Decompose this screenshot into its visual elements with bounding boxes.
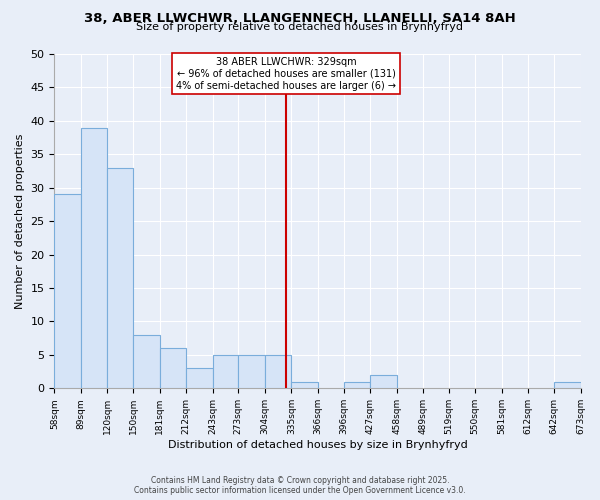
Bar bbox=[186, 368, 212, 388]
Bar bbox=[554, 382, 581, 388]
Bar bbox=[370, 375, 397, 388]
Bar bbox=[107, 168, 133, 388]
Text: Size of property relative to detached houses in Brynhyfryd: Size of property relative to detached ho… bbox=[137, 22, 464, 32]
Bar bbox=[292, 382, 318, 388]
Bar bbox=[81, 128, 107, 388]
Bar bbox=[344, 382, 370, 388]
X-axis label: Distribution of detached houses by size in Brynhyfryd: Distribution of detached houses by size … bbox=[167, 440, 467, 450]
Text: 38 ABER LLWCHWR: 329sqm
← 96% of detached houses are smaller (131)
4% of semi-de: 38 ABER LLWCHWR: 329sqm ← 96% of detache… bbox=[176, 58, 396, 90]
Text: 38, ABER LLWCHWR, LLANGENNECH, LLANELLI, SA14 8AH: 38, ABER LLWCHWR, LLANGENNECH, LLANELLI,… bbox=[84, 12, 516, 26]
Bar bbox=[55, 194, 81, 388]
Bar bbox=[212, 355, 238, 388]
Text: Contains HM Land Registry data © Crown copyright and database right 2025.
Contai: Contains HM Land Registry data © Crown c… bbox=[134, 476, 466, 495]
Bar bbox=[133, 335, 160, 388]
Bar bbox=[265, 355, 292, 388]
Y-axis label: Number of detached properties: Number of detached properties bbox=[15, 134, 25, 309]
Bar bbox=[238, 355, 265, 388]
Bar bbox=[160, 348, 186, 389]
